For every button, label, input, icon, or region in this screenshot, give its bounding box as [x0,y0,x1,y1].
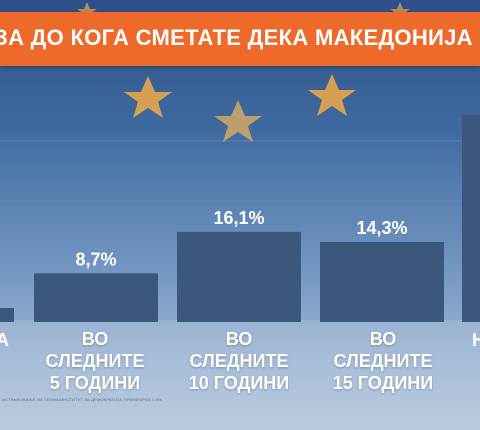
source-note: ИСТРАЖУВАЊЕ НА ТЕЛМА/ИНСТИТУТ ЗА ДЕМОКРА… [2,397,162,402]
star-icon [308,74,356,116]
category-label: ВО СЛЕДНИТЕ 10 ГОДИНИ [188,329,290,393]
bar [177,231,301,322]
category-label: ВО СЛЕДНИТЕ 15 ГОДИНИ [332,329,434,393]
star-icon [390,2,410,20]
category-label-fragment-right: Н [472,330,480,350]
bar-partial-right [462,114,480,322]
value-label: 8,7% [75,249,116,269]
category-label: ВО СЛЕДНИТЕ 5 ГОДИНИ [45,329,145,393]
value-label: 16,1% [213,208,264,228]
bar [320,241,444,322]
value-label: 14,3% [356,218,407,238]
title-banner: ЗА ДО КОГА СМЕТАТЕ ДЕКА МАКЕДОНИЈА КЕ СТ… [0,12,480,66]
category-label-fragment-left: А [0,330,9,350]
bar-partial-left [0,308,14,322]
chart-title: ЗА ДО КОГА СМЕТАТЕ ДЕКА МАКЕДОНИЈА КЕ СТ… [0,25,480,50]
bar [34,273,158,322]
star-icon [214,100,262,142]
star-icon [77,2,97,20]
star-icon [124,76,172,118]
